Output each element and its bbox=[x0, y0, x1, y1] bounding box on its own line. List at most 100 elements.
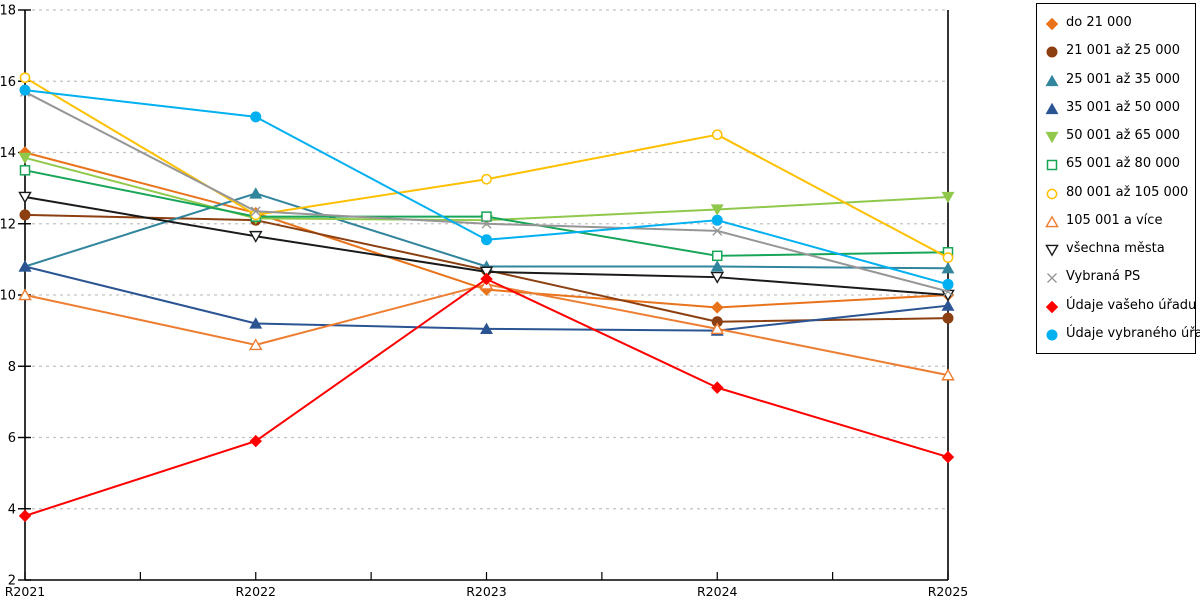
legend-label: Údaje vašeho úřadu bbox=[1066, 297, 1197, 313]
legend-item-21-001-a-25-000: 21 001 až 25 000 bbox=[1045, 39, 1195, 63]
chart-legend: do 21 000 21 001 až 25 000 25 001 až 35 00… bbox=[1036, 3, 1200, 354]
v-echna-m-sta-point-R2025 bbox=[941, 289, 955, 302]
y-tick-label-12: 12 bbox=[0, 217, 16, 232]
daje-va-eho-adu-point-R2023 bbox=[480, 272, 493, 286]
y-tick-label-8: 8 bbox=[8, 360, 16, 375]
80-001-a-105-000-point-R2025 bbox=[942, 252, 954, 263]
35-001-a-50-000-point-R2022 bbox=[249, 317, 263, 329]
105-001-a-v-ce-legend-glyph bbox=[1045, 215, 1059, 228]
vybran-ps-point-R2022 bbox=[250, 206, 261, 217]
legend-item-35-001-a-50-000: 35 001 až 50 000 bbox=[1045, 96, 1195, 120]
series-daje-va-eho-adu bbox=[18, 272, 955, 523]
legend-label: 65 001 až 80 000 bbox=[1066, 156, 1181, 172]
series-daje-vybran-ho-adu bbox=[19, 84, 954, 290]
35-001-a-50-000-point-R2025 bbox=[941, 299, 955, 311]
80-001-a-105-000-point-R2024 bbox=[711, 129, 723, 141]
legend-item-daje-vybran-ho-adu: Údaje vybraného úřadu bbox=[1045, 322, 1200, 346]
x-tick-label-r2024: R2024 bbox=[697, 584, 738, 599]
65-001-a-80-000-point-R2024 bbox=[712, 250, 723, 262]
80-001-a-105-000-point-R2021 bbox=[19, 72, 31, 84]
80-001-a-105-000-marker-icon bbox=[1045, 186, 1059, 200]
50-001-a-65-000-marker-icon bbox=[1045, 129, 1059, 144]
x-tick-label-r2022: R2022 bbox=[236, 584, 277, 599]
do-21-000-point-R2024 bbox=[711, 301, 724, 314]
legend-label: 105 001 a více bbox=[1066, 212, 1163, 228]
v-echna-m-sta-point-R2022 bbox=[248, 230, 263, 243]
legend-item-65-001-a-80-000: 65 001 až 80 000 bbox=[1045, 152, 1195, 176]
x-tick-label-r2025: R2025 bbox=[928, 584, 969, 599]
daje-va-eho-adu-point-R2021 bbox=[18, 509, 32, 523]
x-tick-label-r2023: R2023 bbox=[466, 584, 507, 599]
series-line-80-001-a-105-000 bbox=[24, 76, 949, 259]
legend-label: Vybraná PS bbox=[1066, 269, 1141, 285]
series-line-daje-va-eho-adu bbox=[24, 277, 949, 517]
legend-item-do-21-000: do 21 000 bbox=[1045, 11, 1195, 35]
daje-va-eho-adu-point-R2025 bbox=[941, 450, 955, 464]
do-21-000-legend-glyph bbox=[1045, 17, 1059, 31]
legend-item-vybran-ps: Vybraná PS bbox=[1045, 265, 1195, 289]
50-001-a-65-000-point-R2025 bbox=[941, 191, 955, 204]
series-80-001-a-105-000 bbox=[19, 72, 954, 263]
daje-vybran-ho-adu-point-R2021 bbox=[19, 84, 31, 96]
80-001-a-105-000-point-R2023 bbox=[481, 173, 492, 185]
25-001-a-35-000-point-R2025 bbox=[941, 262, 955, 274]
vybran-ps-legend-glyph bbox=[1047, 273, 1057, 284]
series-v-echna-m-sta bbox=[18, 191, 955, 302]
105-001-a-v-ce-point-R2022 bbox=[248, 338, 263, 351]
legend-item-105-001-a-v-ce: 105 001 a více bbox=[1045, 209, 1195, 233]
25-001-a-35-000-marker-icon bbox=[1045, 73, 1059, 87]
daje-vybran-ho-adu-point-R2022 bbox=[250, 111, 262, 123]
daje-vybran-ho-adu-point-R2024 bbox=[711, 214, 723, 226]
y-tick-label-16: 16 bbox=[0, 75, 16, 90]
vybran-ps-marker-icon bbox=[1045, 270, 1059, 284]
legend-label: 50 001 až 65 000 bbox=[1066, 128, 1181, 144]
daje-va-eho-adu-point-R2024 bbox=[711, 381, 724, 394]
v-echna-m-sta-marker-icon bbox=[1045, 242, 1059, 257]
v-echna-m-sta-point-R2024 bbox=[710, 271, 725, 284]
105-001-a-v-ce-point-R2024 bbox=[710, 322, 725, 335]
50-001-a-65-000-point-R2021 bbox=[18, 152, 32, 165]
legend-item-80-001-a-105-000: 80 001 až 105 000 bbox=[1045, 181, 1195, 205]
y-tick-label-18: 18 bbox=[0, 4, 16, 19]
v-echna-m-sta-point-R2023 bbox=[479, 266, 494, 279]
legend-label: všechna města bbox=[1066, 241, 1165, 257]
legend-label: 21 001 až 25 000 bbox=[1066, 43, 1181, 59]
do-21-000-marker-icon bbox=[1045, 16, 1059, 31]
daje-vybran-ho-adu-marker-icon bbox=[1045, 327, 1059, 341]
65-001-a-80-000-legend-glyph bbox=[1046, 160, 1058, 171]
35-001-a-50-000-point-R2023 bbox=[480, 322, 493, 334]
x-tick-label-r2021: R2021 bbox=[5, 584, 46, 599]
v-echna-m-sta-legend-glyph bbox=[1045, 244, 1059, 257]
legend-item-50-001-a-65-000: 50 001 až 65 000 bbox=[1045, 124, 1195, 148]
daje-va-eho-adu-point-R2022 bbox=[249, 434, 262, 448]
y-tick-label-10: 10 bbox=[0, 289, 16, 304]
y-tick-label-6: 6 bbox=[8, 431, 16, 446]
25-001-a-35-000-point-R2022 bbox=[249, 187, 263, 199]
21-001-a-25-000-point-R2021 bbox=[19, 209, 31, 221]
21-001-a-25-000-point-R2025 bbox=[942, 312, 954, 324]
vybran-ps-point-R2024 bbox=[712, 225, 723, 236]
80-001-a-105-000-legend-glyph bbox=[1046, 188, 1058, 199]
daje-va-eho-adu-marker-icon bbox=[1045, 299, 1059, 313]
legend-label: 80 001 až 105 000 bbox=[1066, 184, 1189, 200]
35-001-a-50-000-point-R2021 bbox=[18, 260, 32, 272]
legend-label: do 21 000 bbox=[1066, 15, 1132, 31]
y-tick-label-14: 14 bbox=[0, 146, 16, 161]
65-001-a-80-000-point-R2023 bbox=[481, 211, 492, 222]
legend-label: Údaje vybraného úřadu bbox=[1066, 325, 1200, 341]
y-tick-label-2: 2 bbox=[8, 574, 16, 589]
65-001-a-80-000-point-R2021 bbox=[19, 165, 31, 176]
35-001-a-50-000-marker-icon bbox=[1045, 101, 1059, 115]
35-001-a-50-000-legend-glyph bbox=[1045, 102, 1059, 114]
v-echna-m-sta-point-R2021 bbox=[18, 191, 32, 204]
legend-item-25-001-a-35-000: 25 001 až 35 000 bbox=[1045, 68, 1195, 92]
legend-item-daje-va-eho-adu: Údaje vašeho úřadu bbox=[1045, 294, 1197, 318]
vybran-ps-point-R2023 bbox=[481, 218, 492, 229]
series-25-001-a-35-000 bbox=[18, 187, 955, 274]
105-001-a-v-ce-point-R2025 bbox=[941, 368, 955, 381]
25-001-a-35-000-point-R2024 bbox=[710, 260, 724, 272]
daje-vybran-ho-adu-legend-glyph bbox=[1046, 329, 1058, 341]
21-001-a-25-000-marker-icon bbox=[1045, 44, 1059, 58]
